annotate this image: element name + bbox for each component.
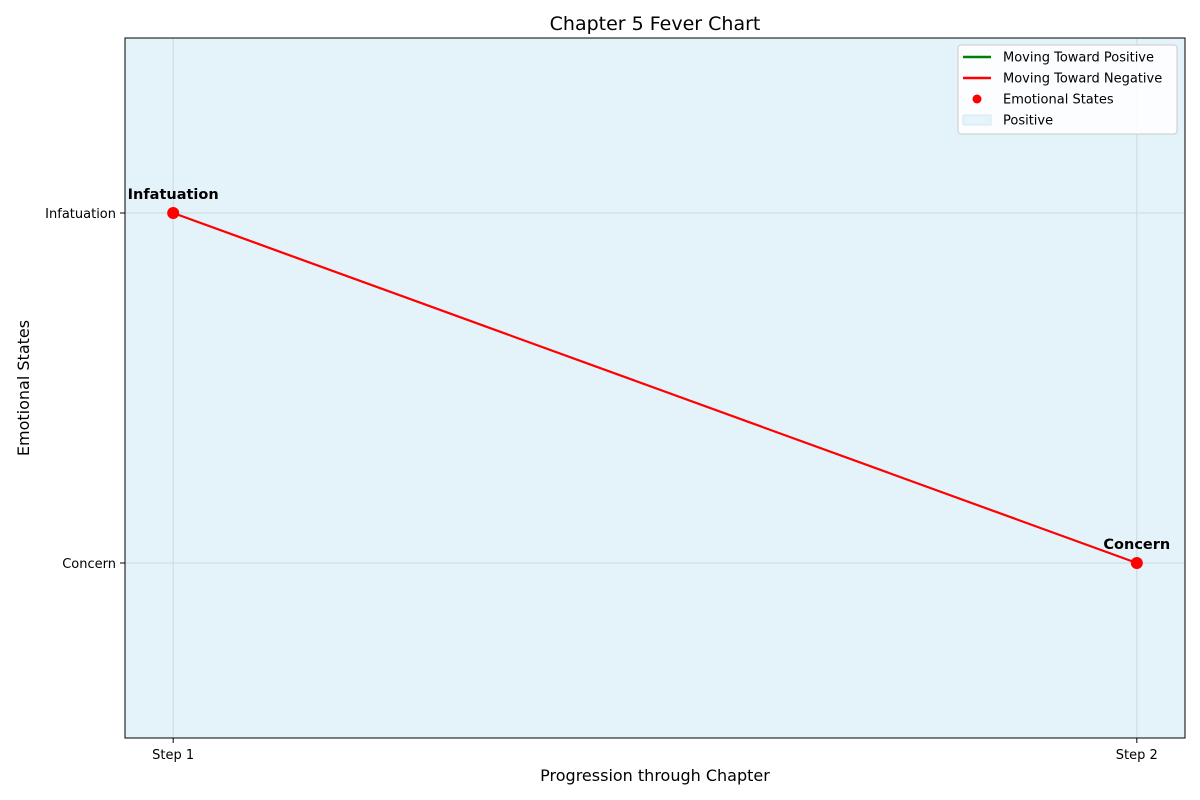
legend-label: Emotional States — [1003, 93, 1114, 108]
legend-label: Moving Toward Positive — [1003, 51, 1154, 66]
legend-item: Moving Toward Negative — [963, 72, 1162, 87]
y-tick-label: Infatuation — [45, 207, 116, 222]
legend-item: Moving Toward Positive — [963, 51, 1154, 66]
y-tick-label: Concern — [62, 557, 116, 572]
grid — [125, 38, 1185, 738]
legend-label: Positive — [1003, 114, 1053, 129]
chart-title: Chapter 5 Fever Chart — [550, 13, 761, 35]
emotional-state-point — [167, 207, 180, 219]
point-label: Infatuation — [128, 187, 219, 203]
x-tick-label: Step 2 — [1116, 748, 1158, 763]
x-tick-label: Step 1 — [152, 748, 194, 763]
x-axis-ticks: Step 1 Step 2 — [152, 738, 1158, 763]
point-label: Concern — [1103, 537, 1170, 553]
legend-item: Emotional States — [972, 93, 1114, 108]
series-line-negative — [172, 211, 1138, 565]
y-axis-title: Emotional States — [14, 320, 33, 456]
legend-item: Positive — [962, 114, 1053, 129]
x-axis-title: Progression through Chapter — [540, 766, 770, 785]
data-points: Infatuation Concern — [128, 187, 1170, 569]
legend: Moving Toward Positive Moving Toward Nega… — [957, 44, 1178, 135]
legend-label: Moving Toward Negative — [1003, 72, 1162, 87]
series-lines — [172, 211, 1138, 565]
y-axis-ticks: Concern Infatuation — [45, 207, 125, 572]
legend-patch-swatch — [962, 114, 992, 126]
plot-frame — [124, 37, 1186, 739]
emotional-state-point — [1130, 557, 1143, 569]
legend-box — [957, 44, 1178, 135]
legend-marker-swatch — [972, 94, 982, 104]
